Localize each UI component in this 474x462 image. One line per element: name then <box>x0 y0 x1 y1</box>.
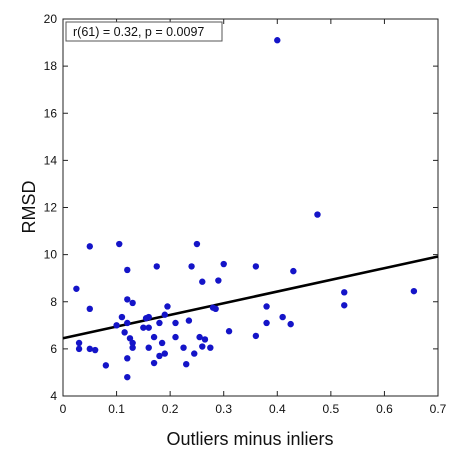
data-point <box>196 333 203 341</box>
data-point <box>314 211 321 218</box>
data-point <box>124 296 131 303</box>
y-tick-label: 16 <box>44 106 58 120</box>
data-point <box>140 324 147 331</box>
data-point <box>145 344 152 351</box>
data-point <box>341 289 348 296</box>
data-point <box>124 373 131 381</box>
data-point <box>263 319 270 327</box>
data-point <box>91 346 99 354</box>
data-point <box>129 339 136 347</box>
data-point <box>116 240 123 248</box>
data-points <box>73 37 418 381</box>
data-point <box>145 324 152 331</box>
data-point <box>113 322 120 329</box>
data-point <box>290 267 297 275</box>
data-point <box>121 329 128 336</box>
data-point <box>156 319 163 327</box>
data-point <box>207 344 214 351</box>
y-tick-label: 4 <box>50 389 57 403</box>
data-point <box>86 243 93 250</box>
data-point <box>75 339 83 347</box>
data-point <box>153 263 160 270</box>
data-point <box>180 344 187 351</box>
data-point <box>279 313 286 321</box>
x-axis-title: Outliers minus inliers <box>166 429 333 449</box>
annotation-box <box>65 21 223 42</box>
data-point <box>201 336 209 343</box>
data-point <box>86 305 93 313</box>
x-tick-label: 0.1 <box>108 402 125 416</box>
y-axis-title: RMSD <box>19 181 39 234</box>
data-point <box>199 343 206 350</box>
x-tick-label: 0.5 <box>323 402 340 416</box>
x-tick-label: 0 <box>60 402 67 416</box>
data-point <box>252 263 260 270</box>
data-point <box>215 277 222 284</box>
data-point <box>124 266 131 274</box>
x-tick-label: 0.3 <box>215 402 232 416</box>
data-point <box>188 263 195 270</box>
data-point <box>145 313 152 321</box>
data-point <box>274 37 281 44</box>
x-tick-label: 0.6 <box>376 402 393 416</box>
data-point <box>124 355 131 362</box>
data-point <box>212 305 219 313</box>
data-point <box>183 360 190 368</box>
data-point <box>129 299 136 307</box>
y-tick-label: 18 <box>44 59 58 73</box>
data-point <box>118 313 126 321</box>
data-point <box>220 260 227 268</box>
data-point <box>86 345 93 353</box>
data-point <box>172 333 179 341</box>
data-point <box>126 335 134 342</box>
data-point <box>191 350 198 357</box>
data-point <box>225 328 233 335</box>
x-axis: 0 0.1 0.2 0.3 0.4 0.5 0.6 0.7 <box>60 19 447 416</box>
y-tick-label: 12 <box>44 201 58 215</box>
x-tick-label: 0.2 <box>162 402 179 416</box>
data-point <box>193 240 201 248</box>
annotation-text: r(61) = 0.32, p = 0.0097 <box>73 25 204 39</box>
y-tick-label: 20 <box>44 12 58 26</box>
data-point <box>161 311 168 318</box>
x-tick-label: 0.7 <box>430 402 447 416</box>
data-point <box>185 317 193 324</box>
data-point <box>164 303 171 310</box>
y-axis: 4 6 8 10 12 14 16 18 20 <box>44 12 438 403</box>
data-point <box>150 333 158 341</box>
data-point <box>341 302 348 309</box>
data-point <box>199 278 206 285</box>
y-tick-label: 6 <box>50 342 57 356</box>
data-point <box>172 319 179 327</box>
data-point <box>158 339 166 347</box>
data-point <box>150 359 158 367</box>
x-tick-label: 0.4 <box>269 402 286 416</box>
y-tick-label: 14 <box>44 153 58 167</box>
plot-area <box>62 18 439 397</box>
data-point <box>252 332 260 340</box>
data-point <box>73 285 80 292</box>
data-point <box>410 287 418 295</box>
y-tick-label: 8 <box>50 295 57 309</box>
data-point <box>129 344 136 351</box>
data-point <box>75 345 83 353</box>
data-point <box>287 320 294 328</box>
data-point <box>263 303 270 310</box>
data-point <box>161 350 168 357</box>
data-point <box>156 352 163 360</box>
data-point <box>124 319 131 327</box>
y-tick-label: 10 <box>44 248 58 262</box>
data-point <box>102 362 110 369</box>
